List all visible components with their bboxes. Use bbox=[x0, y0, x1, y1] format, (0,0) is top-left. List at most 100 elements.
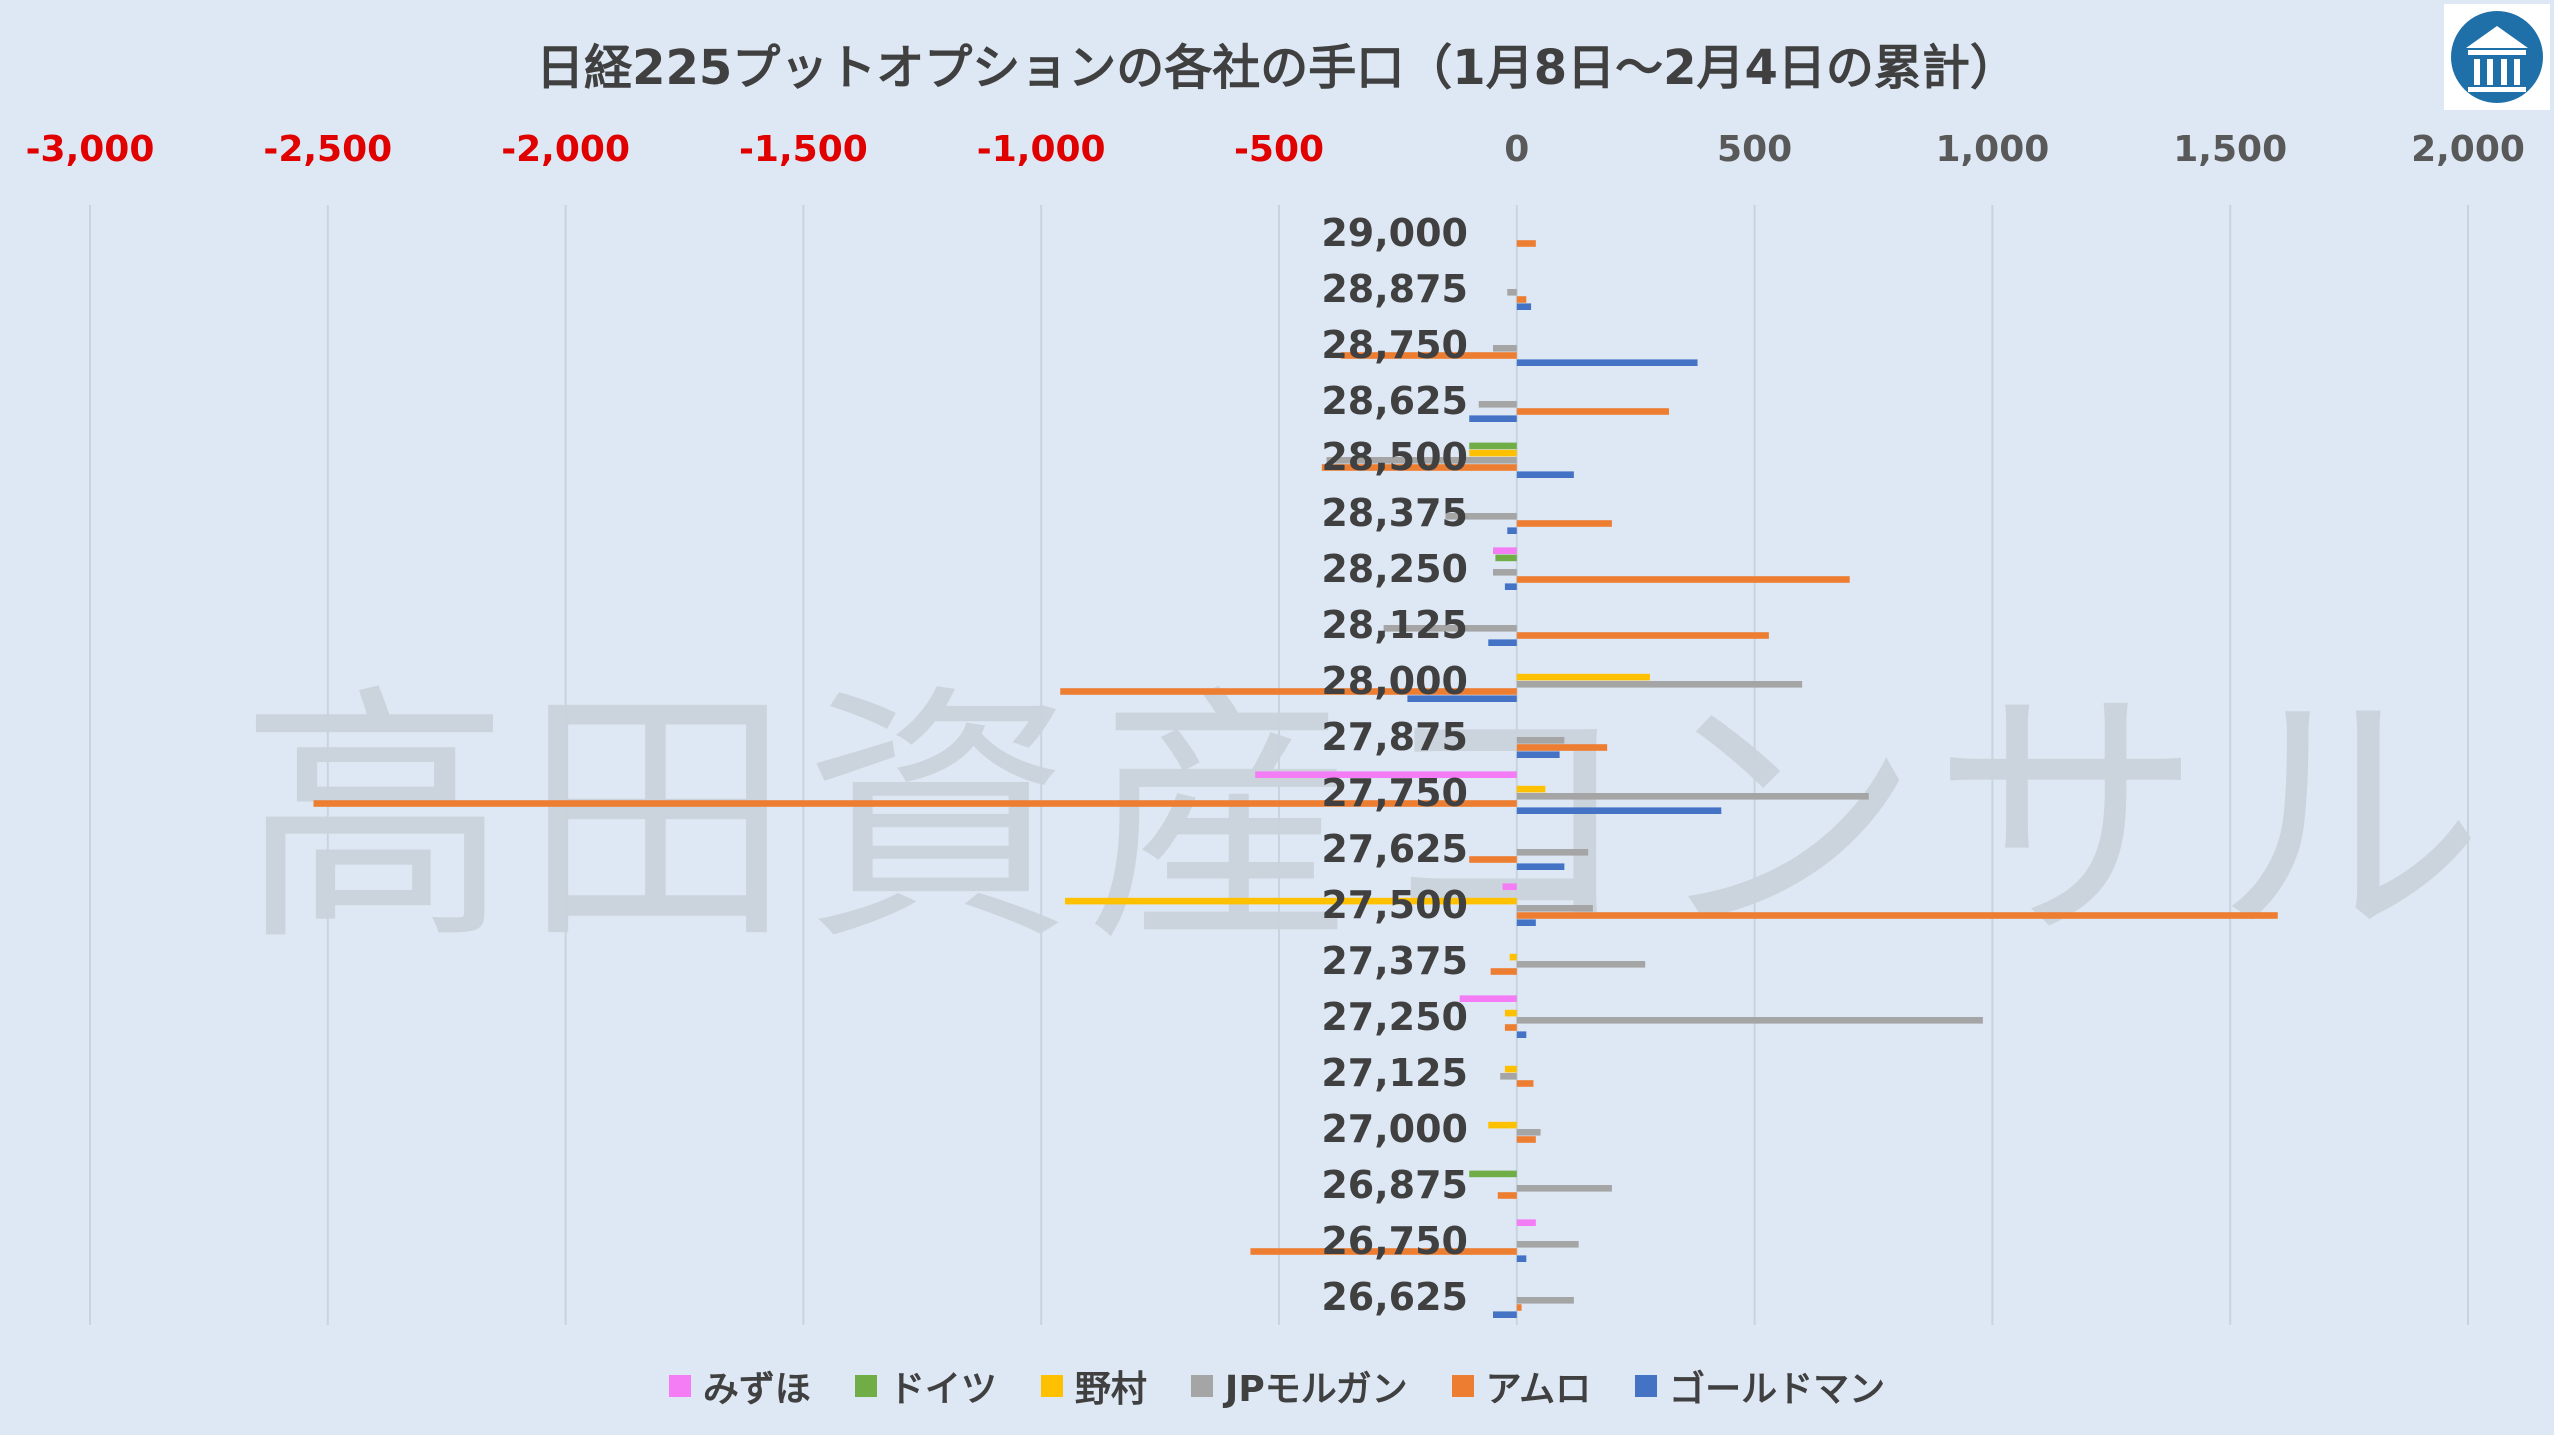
category-label: 27,000 bbox=[1321, 1107, 1468, 1151]
x-tick-label: 1,000 bbox=[1935, 129, 2049, 170]
legend-swatch bbox=[1040, 1375, 1063, 1397]
bar bbox=[1516, 1185, 1612, 1192]
bar bbox=[1504, 1024, 1517, 1031]
bar bbox=[1459, 995, 1517, 1002]
legend-label: みずほ bbox=[702, 1369, 811, 1410]
bar bbox=[1516, 737, 1565, 744]
category-label: 26,875 bbox=[1321, 1163, 1468, 1207]
bar bbox=[1516, 807, 1722, 814]
x-tick-label: -2,500 bbox=[263, 129, 392, 170]
bar bbox=[1493, 1311, 1517, 1318]
legend-label: JPモルガン bbox=[1224, 1369, 1408, 1410]
category-label: 27,375 bbox=[1321, 939, 1468, 983]
category-label: 28,125 bbox=[1321, 603, 1468, 647]
bar bbox=[1516, 785, 1546, 793]
chart-title: 日経225プットオプションの各社の手口（1月8日～2月4日の累計） bbox=[536, 40, 2018, 96]
bar bbox=[1507, 527, 1517, 534]
bar bbox=[1340, 352, 1517, 359]
x-tick-label: 1,500 bbox=[2173, 129, 2287, 170]
bar bbox=[1469, 1170, 1517, 1178]
category-label: 28,875 bbox=[1321, 267, 1468, 311]
legend-swatch bbox=[1451, 1375, 1474, 1397]
bar bbox=[1490, 968, 1517, 975]
legend-label: ドイツ bbox=[888, 1369, 997, 1410]
logo-icon bbox=[2444, 4, 2550, 110]
grid-lines bbox=[89, 205, 2469, 1325]
bar bbox=[1445, 513, 1517, 520]
bar bbox=[1469, 415, 1517, 422]
category-label: 28,625 bbox=[1321, 379, 1468, 423]
bar bbox=[1516, 576, 1850, 583]
bar bbox=[1516, 1241, 1579, 1248]
x-tick-label: 0 bbox=[1504, 129, 1529, 170]
bar bbox=[1516, 961, 1646, 968]
bar bbox=[1516, 1129, 1541, 1136]
legend-label: ゴールドマン bbox=[1669, 1369, 1886, 1410]
bar bbox=[1469, 442, 1517, 450]
category-label: 26,625 bbox=[1321, 1275, 1468, 1319]
bar bbox=[1255, 771, 1517, 778]
category-label: 29,000 bbox=[1321, 211, 1468, 255]
category-label: 27,125 bbox=[1321, 1051, 1468, 1095]
bar bbox=[1493, 569, 1517, 576]
bar bbox=[1516, 296, 1527, 303]
bar bbox=[1383, 625, 1517, 632]
legend-item: アムロ bbox=[1451, 1360, 1592, 1412]
bar bbox=[1504, 1009, 1517, 1017]
bar bbox=[1516, 240, 1536, 247]
bar bbox=[1497, 1192, 1517, 1199]
bar bbox=[1516, 1304, 1522, 1311]
x-tick-label: -500 bbox=[1234, 129, 1324, 170]
bar bbox=[1495, 554, 1517, 562]
bar bbox=[1516, 673, 1650, 681]
legend-label: アムロ bbox=[1485, 1369, 1592, 1410]
category-label: 28,750 bbox=[1321, 323, 1468, 367]
legend-swatch bbox=[1190, 1375, 1213, 1397]
category-label: 27,250 bbox=[1321, 995, 1468, 1039]
bar bbox=[1516, 520, 1612, 527]
bar bbox=[1500, 1073, 1517, 1080]
category-label: 27,875 bbox=[1321, 715, 1468, 759]
legend-label: 野村 bbox=[1074, 1369, 1147, 1410]
x-tick-label: -1,000 bbox=[977, 129, 1106, 170]
bar bbox=[1516, 1219, 1536, 1226]
bar bbox=[1326, 457, 1517, 464]
category-label: 28,250 bbox=[1321, 547, 1468, 591]
bar bbox=[1502, 883, 1517, 890]
legend-item: ドイツ bbox=[854, 1360, 997, 1412]
bar bbox=[313, 800, 1517, 807]
legend-item: ゴールドマン bbox=[1635, 1360, 1885, 1412]
legend: みずほ ドイツ 野村 JPモルガン アムロ ゴールドマン bbox=[0, 1360, 2554, 1412]
bar bbox=[1509, 953, 1517, 961]
bar bbox=[1469, 449, 1517, 457]
bar bbox=[1516, 359, 1698, 366]
bar bbox=[1488, 639, 1517, 646]
category-label: 27,750 bbox=[1321, 771, 1468, 815]
bar bbox=[1516, 632, 1769, 639]
bar bbox=[1516, 303, 1532, 310]
category-label: 26,750 bbox=[1321, 1219, 1468, 1263]
bar bbox=[1321, 464, 1517, 471]
x-tick-label: -2,000 bbox=[501, 129, 630, 170]
bar bbox=[1516, 1297, 1574, 1304]
bar bbox=[1516, 919, 1536, 926]
bar bbox=[1516, 751, 1560, 758]
legend-item: 野村 bbox=[1040, 1360, 1147, 1412]
bar bbox=[1516, 471, 1574, 478]
bar bbox=[1516, 1255, 1527, 1262]
bar bbox=[1250, 1248, 1517, 1255]
watermark-text: 高田資産コンサル bbox=[240, 662, 2496, 977]
bar-chart: -3,000 -2,500 -2,000 -1,500 -1,000 -500 0 500 1,… bbox=[26, 129, 2525, 1325]
category-label: 27,500 bbox=[1321, 883, 1468, 927]
bar bbox=[1516, 744, 1608, 751]
bar bbox=[1407, 695, 1517, 702]
x-tick-label: 2,000 bbox=[2411, 129, 2525, 170]
legend-swatch bbox=[1635, 1375, 1658, 1397]
bars bbox=[313, 240, 2278, 1318]
legend-item: JPモルガン bbox=[1190, 1360, 1408, 1412]
bar bbox=[1478, 401, 1517, 408]
bar bbox=[1516, 849, 1589, 856]
bar bbox=[1488, 1121, 1517, 1129]
bar bbox=[1493, 547, 1517, 554]
legend-swatch bbox=[668, 1375, 691, 1397]
